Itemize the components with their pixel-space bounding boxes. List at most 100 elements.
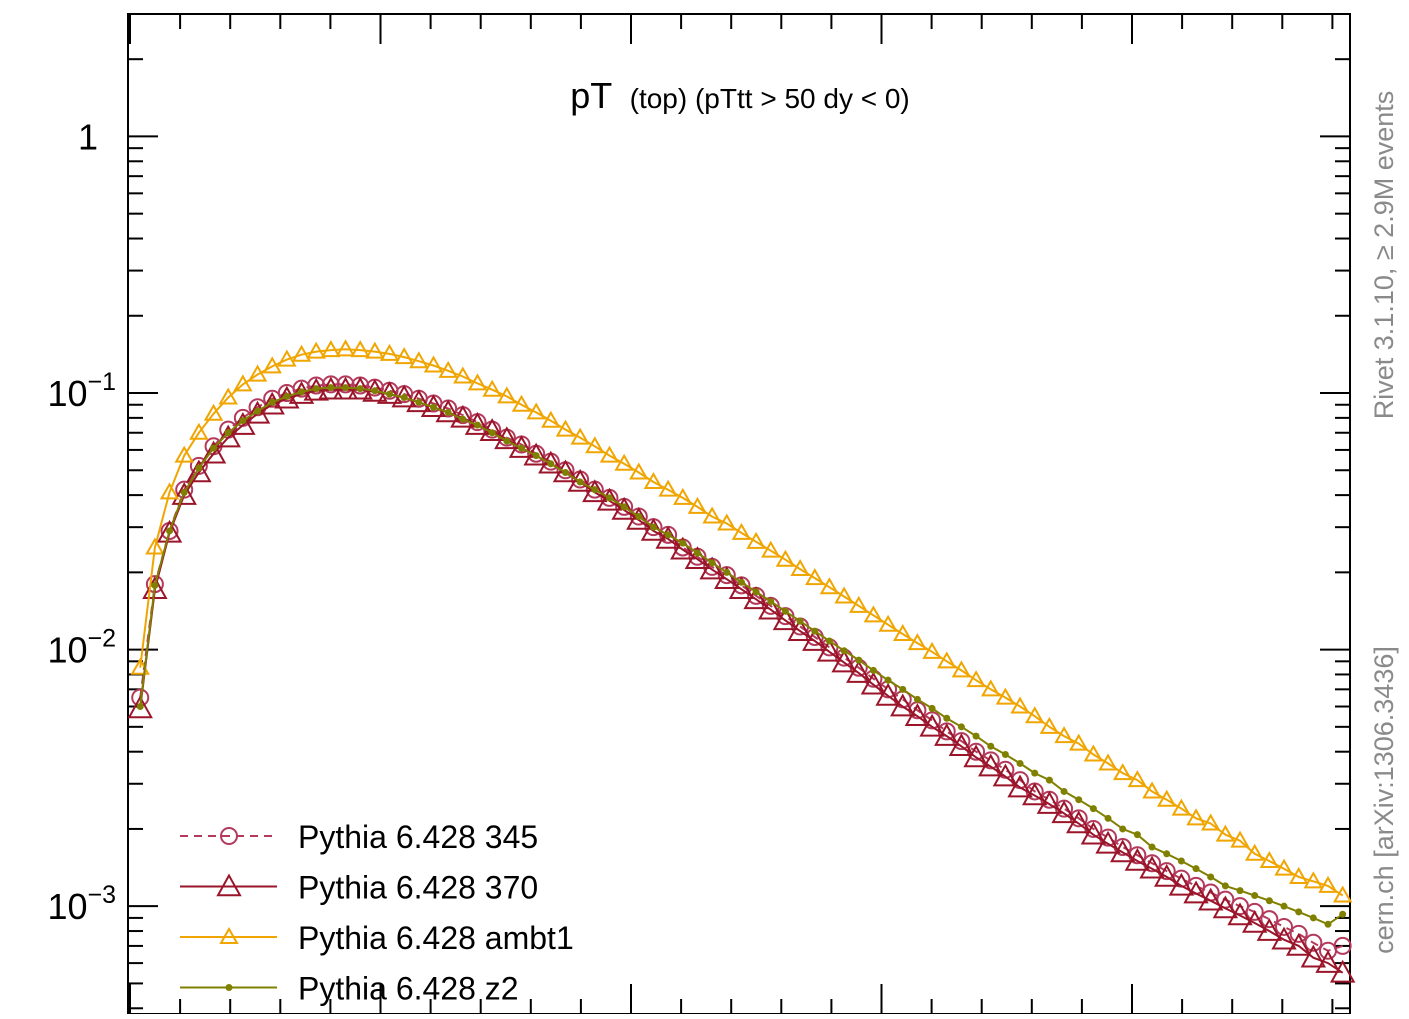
data-point: [538, 450, 564, 474]
data-point: [1177, 857, 1185, 865]
data-point: [1095, 830, 1121, 854]
y-tick-label: 1: [78, 116, 98, 157]
data-point: [863, 605, 884, 623]
data-point: [878, 614, 898, 632]
y-tick-label: 10−1: [47, 368, 116, 414]
data-point: [210, 444, 218, 452]
data-point: [1148, 843, 1156, 851]
series-line: [139, 383, 1344, 952]
data-point: [444, 408, 452, 416]
data-point: [937, 651, 957, 669]
data-point: [693, 549, 701, 557]
data-point: [978, 753, 1004, 777]
data-point: [277, 349, 297, 367]
data-point: [987, 742, 995, 750]
data-point: [790, 559, 810, 577]
data-point: [1060, 787, 1068, 795]
legend-marker: [220, 827, 238, 845]
data-point: [1303, 871, 1324, 889]
data-point: [717, 513, 737, 531]
data-point: [233, 374, 253, 392]
series-2: [130, 339, 1353, 903]
data-point: [1324, 920, 1332, 928]
data-point: [934, 723, 960, 746]
data-point: [1295, 908, 1303, 916]
legend: Pythia 6.428 345 Pythia 6.428 370 Pythia 6…: [180, 819, 574, 1007]
data-point: [503, 437, 511, 445]
data-point: [966, 670, 986, 688]
data-point: [1260, 910, 1279, 929]
data-point: [840, 647, 848, 655]
data-point: [743, 586, 769, 610]
legend-item: Pythia 6.428 345: [180, 819, 538, 855]
data-point: [723, 568, 731, 576]
svg-text:pT (top) (pTtt > 50 dy: pT (top) (pTtt > 50 dy < 0): [570, 75, 910, 116]
reference-label: cern.ch [arXiv:1306.3436]: [1369, 646, 1399, 954]
data-point: [174, 445, 194, 463]
data-point: [957, 723, 965, 731]
data-point: [849, 595, 869, 613]
data-point: [611, 496, 637, 520]
data-point: [1068, 733, 1089, 751]
data-point: [1066, 810, 1092, 834]
data-point: [1244, 843, 1265, 861]
data-point: [585, 436, 605, 454]
legend-label: Pythia 6.428 370: [298, 870, 538, 906]
data-point: [948, 733, 975, 757]
data-point: [1280, 902, 1288, 910]
data-point: [306, 341, 326, 359]
data-point: [1256, 917, 1283, 941]
data-point: [893, 624, 913, 642]
chart-title-main: pT: [570, 75, 612, 116]
data-point: [796, 617, 804, 625]
data-point: [307, 376, 326, 395]
data-point: [860, 671, 887, 695]
data-point: [963, 744, 989, 768]
data-point: [802, 627, 828, 651]
data-point: [268, 398, 276, 406]
data-point: [1154, 863, 1180, 887]
data-point: [321, 375, 340, 394]
data-point: [400, 394, 408, 402]
data-point: [919, 713, 945, 737]
data-point: [846, 660, 872, 683]
data-point: [430, 403, 437, 411]
data-point: [342, 384, 350, 392]
data-point: [1207, 873, 1215, 881]
y-tick-labels: 1 10−1 10−2 10−3: [47, 116, 116, 927]
data-point: [1045, 776, 1053, 784]
data-point: [752, 588, 760, 596]
data-point: [1274, 858, 1294, 876]
data-point: [981, 679, 1001, 697]
data-point: [884, 676, 892, 684]
legend-label: Pythia 6.428 ambt1: [298, 920, 574, 956]
data-point: [658, 479, 678, 497]
series-group: [127, 339, 1356, 983]
data-point: [687, 496, 708, 514]
data-point: [1304, 933, 1323, 952]
data-point: [467, 373, 488, 391]
data-point: [1192, 865, 1200, 873]
data-point: [1054, 726, 1074, 744]
data-point: [649, 523, 657, 531]
data-point: [1098, 753, 1118, 771]
data-point: [670, 536, 696, 560]
data-point: [517, 444, 525, 452]
data-point: [394, 347, 414, 365]
data-point: [159, 482, 180, 500]
data-point: [767, 597, 775, 605]
data-point: [819, 577, 840, 595]
data-point: [1031, 769, 1039, 777]
data-point: [772, 607, 799, 631]
data-point: [951, 660, 972, 678]
data-point: [423, 355, 444, 373]
data-point: [576, 478, 584, 486]
data-point: [834, 586, 854, 604]
data-point: [1112, 763, 1133, 781]
data-point: [1221, 882, 1229, 890]
data-point: [1339, 910, 1347, 918]
y-tick-label: 10−2: [47, 625, 116, 671]
data-point: [1318, 875, 1338, 893]
data-point: [1133, 831, 1141, 839]
